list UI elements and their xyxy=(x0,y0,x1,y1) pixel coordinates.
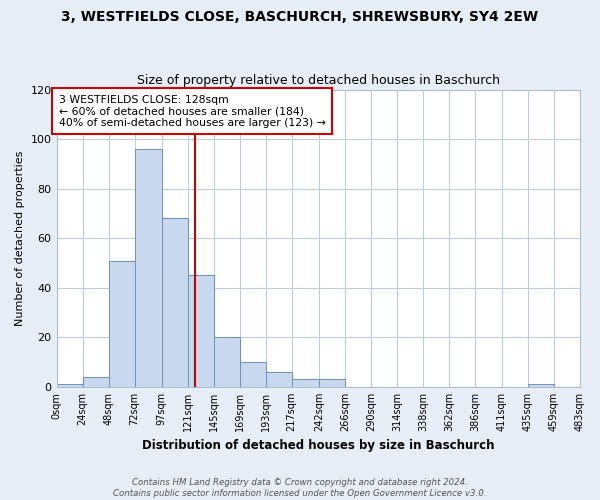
Bar xyxy=(83,377,109,387)
Bar xyxy=(161,218,188,387)
Text: 3 WESTFIELDS CLOSE: 128sqm
← 60% of detached houses are smaller (184)
40% of sem: 3 WESTFIELDS CLOSE: 128sqm ← 60% of deta… xyxy=(59,94,326,128)
Bar xyxy=(188,276,214,387)
Bar xyxy=(134,149,161,387)
Bar xyxy=(528,384,554,387)
Bar xyxy=(266,372,292,387)
Bar xyxy=(292,380,319,387)
X-axis label: Distribution of detached houses by size in Baschurch: Distribution of detached houses by size … xyxy=(142,440,494,452)
Bar xyxy=(239,362,266,387)
Bar xyxy=(214,338,239,387)
Bar xyxy=(109,260,134,387)
Text: 3, WESTFIELDS CLOSE, BASCHURCH, SHREWSBURY, SY4 2EW: 3, WESTFIELDS CLOSE, BASCHURCH, SHREWSBU… xyxy=(61,10,539,24)
Y-axis label: Number of detached properties: Number of detached properties xyxy=(15,150,25,326)
Title: Size of property relative to detached houses in Baschurch: Size of property relative to detached ho… xyxy=(137,74,500,87)
Bar xyxy=(56,384,83,387)
Bar xyxy=(319,380,345,387)
Text: Contains HM Land Registry data © Crown copyright and database right 2024.
Contai: Contains HM Land Registry data © Crown c… xyxy=(113,478,487,498)
